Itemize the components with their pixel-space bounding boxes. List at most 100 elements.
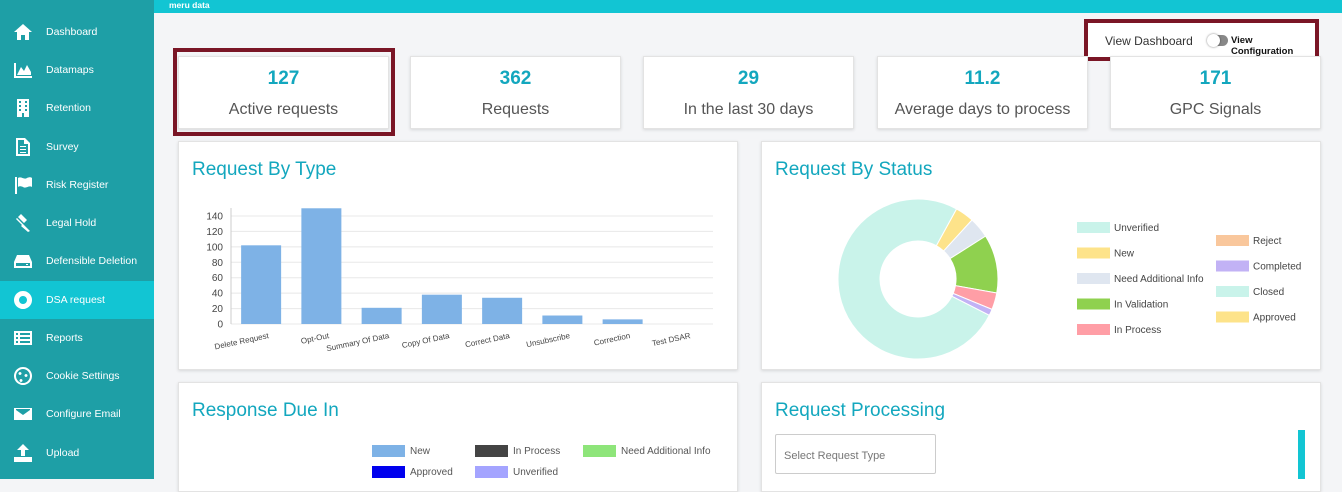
stat-value: 11.2 bbox=[964, 68, 1001, 89]
toggle-knob bbox=[1207, 34, 1220, 47]
panel-title: Request By Status bbox=[775, 159, 933, 180]
legend-swatch bbox=[1216, 260, 1249, 272]
stat-label: GPC Signals bbox=[1169, 101, 1262, 118]
legend-label[interactable]: Closed bbox=[1253, 287, 1284, 298]
stat-value: 127 bbox=[267, 68, 300, 89]
legend-swatch bbox=[475, 466, 508, 478]
bar[interactable] bbox=[542, 315, 583, 324]
sidebar-item-datamaps[interactable]: Datamaps bbox=[0, 51, 154, 89]
sidebar-item-defensible-deletion[interactable]: Defensible Deletion bbox=[0, 242, 154, 280]
cookie-icon bbox=[0, 366, 46, 386]
sidebar-item-dsa-request[interactable]: DSA request bbox=[0, 281, 154, 319]
legend-swatch bbox=[372, 445, 405, 457]
x-tick-label: Unsubscribe bbox=[525, 331, 571, 349]
legend-label[interactable]: Completed bbox=[1253, 262, 1301, 273]
sidebar-item-retention[interactable]: Retention bbox=[0, 89, 154, 127]
legend-label[interactable]: Unverified bbox=[1114, 223, 1159, 234]
envelope-icon bbox=[0, 404, 46, 424]
sidebar-item-cookie-settings[interactable]: Cookie Settings bbox=[0, 357, 154, 395]
view-toggle-switch[interactable] bbox=[1207, 34, 1228, 47]
y-tick-label: 40 bbox=[212, 289, 224, 300]
request-by-type-panel: Request By Type 0 20 40 60 80 100 120 140 Delete… bbox=[178, 141, 738, 370]
sidebar-item-label: Upload bbox=[46, 447, 80, 459]
pie-slice[interactable] bbox=[837, 198, 990, 360]
stat-card-active-requests[interactable]: 127 Active requests bbox=[178, 56, 389, 129]
view-toggle-box: View Dashboard View Configuration bbox=[1084, 19, 1319, 61]
legend-swatch bbox=[1077, 298, 1110, 310]
x-tick-label: Test DSAR bbox=[651, 331, 691, 348]
top-bar: meru data bbox=[154, 0, 1342, 13]
bar[interactable] bbox=[482, 297, 523, 324]
stat-label: Active requests bbox=[228, 101, 339, 118]
home-icon bbox=[0, 22, 46, 42]
x-tick-label: Correct Data bbox=[464, 331, 511, 349]
stat-card-last-30-days[interactable]: 29 In the last 30 days bbox=[643, 56, 854, 129]
stat-value: 362 bbox=[499, 68, 532, 89]
app-title: meru data bbox=[169, 0, 210, 10]
sidebar-item-legal-hold[interactable]: Legal Hold bbox=[0, 204, 154, 242]
stat-value: 171 bbox=[1199, 68, 1232, 89]
view-dashboard-label[interactable]: View Dashboard bbox=[1105, 34, 1193, 48]
y-tick-label: 100 bbox=[206, 242, 223, 253]
document-icon bbox=[0, 137, 46, 157]
scrollbar[interactable] bbox=[1298, 430, 1305, 479]
stat-label: In the last 30 days bbox=[683, 101, 814, 118]
legend-swatch bbox=[372, 466, 405, 478]
x-tick-label: Delete Request bbox=[214, 331, 271, 351]
stat-label: Requests bbox=[481, 101, 550, 118]
sidebar-item-label: Dashboard bbox=[46, 26, 98, 38]
stat-card-requests[interactable]: 362 Requests bbox=[410, 56, 621, 129]
legend-item-need-additional-info[interactable]: Need Additional Info bbox=[583, 445, 711, 457]
hdd-icon bbox=[0, 251, 46, 271]
list-icon bbox=[0, 328, 46, 348]
legend-item-new[interactable]: New bbox=[372, 445, 430, 457]
y-tick-label: 80 bbox=[212, 258, 224, 269]
y-tick-label: 60 bbox=[212, 273, 224, 284]
stat-label: Average days to process bbox=[894, 101, 1071, 118]
area-chart-icon bbox=[0, 60, 46, 80]
legend-label[interactable]: In Validation bbox=[1114, 300, 1168, 311]
legend-swatch bbox=[1077, 222, 1110, 233]
y-tick-label: 0 bbox=[217, 320, 223, 331]
sidebar-item-survey[interactable]: Survey bbox=[0, 128, 154, 166]
legend-swatch bbox=[1077, 247, 1110, 259]
bar[interactable] bbox=[241, 245, 282, 324]
legend-item-approved[interactable]: Approved bbox=[372, 466, 453, 478]
sidebar-item-upload[interactable]: Upload bbox=[0, 434, 154, 472]
stat-card-average-days[interactable]: 11.2 Average days to process bbox=[877, 56, 1088, 129]
legend-label[interactable]: Need Additional Info bbox=[1114, 274, 1204, 285]
panel-title: Response Due In bbox=[192, 400, 339, 421]
request-type-select[interactable]: Select Request Type bbox=[775, 434, 936, 474]
legend-label[interactable]: In Process bbox=[1114, 325, 1161, 336]
y-tick-label: 20 bbox=[212, 304, 224, 315]
sidebar-item-label: Reports bbox=[46, 332, 83, 344]
sidebar-item-reports[interactable]: Reports bbox=[0, 319, 154, 357]
bar[interactable] bbox=[361, 307, 402, 324]
legend-label[interactable]: New bbox=[1114, 249, 1135, 260]
panel-title: Request By Type bbox=[192, 159, 337, 180]
bar[interactable] bbox=[602, 319, 643, 324]
bar[interactable] bbox=[301, 208, 342, 324]
legend-swatch bbox=[1216, 286, 1249, 297]
flag-icon bbox=[0, 175, 46, 195]
sidebar-item-configure-email[interactable]: Configure Email bbox=[0, 395, 154, 433]
y-tick-label: 140 bbox=[206, 212, 223, 223]
view-configuration-label[interactable]: View Configuration bbox=[1231, 35, 1294, 57]
response-due-panel: Response Due In New In Process Need Addi… bbox=[178, 382, 738, 492]
bar[interactable] bbox=[421, 294, 462, 324]
legend-swatch bbox=[1077, 273, 1110, 284]
legend-label[interactable]: Approved bbox=[1253, 313, 1296, 324]
legend-item-in-process[interactable]: In Process bbox=[475, 445, 560, 457]
panel-title: Request Processing bbox=[775, 400, 946, 421]
request-processing-panel: Request Processing Select Request Type bbox=[761, 382, 1321, 492]
legend-label[interactable]: Reject bbox=[1253, 236, 1282, 247]
x-tick-label: Correction bbox=[593, 331, 631, 347]
stat-value: 29 bbox=[737, 68, 760, 89]
sidebar-item-risk-register[interactable]: Risk Register bbox=[0, 166, 154, 204]
sidebar-item-label: Defensible Deletion bbox=[46, 255, 138, 267]
stat-card-gpc-signals[interactable]: 171 GPC Signals bbox=[1110, 56, 1321, 129]
legend-item-unverified[interactable]: Unverified bbox=[475, 466, 558, 478]
sidebar-item-dashboard[interactable]: Dashboard bbox=[0, 13, 154, 51]
sidebar-item-label: Survey bbox=[46, 141, 79, 153]
